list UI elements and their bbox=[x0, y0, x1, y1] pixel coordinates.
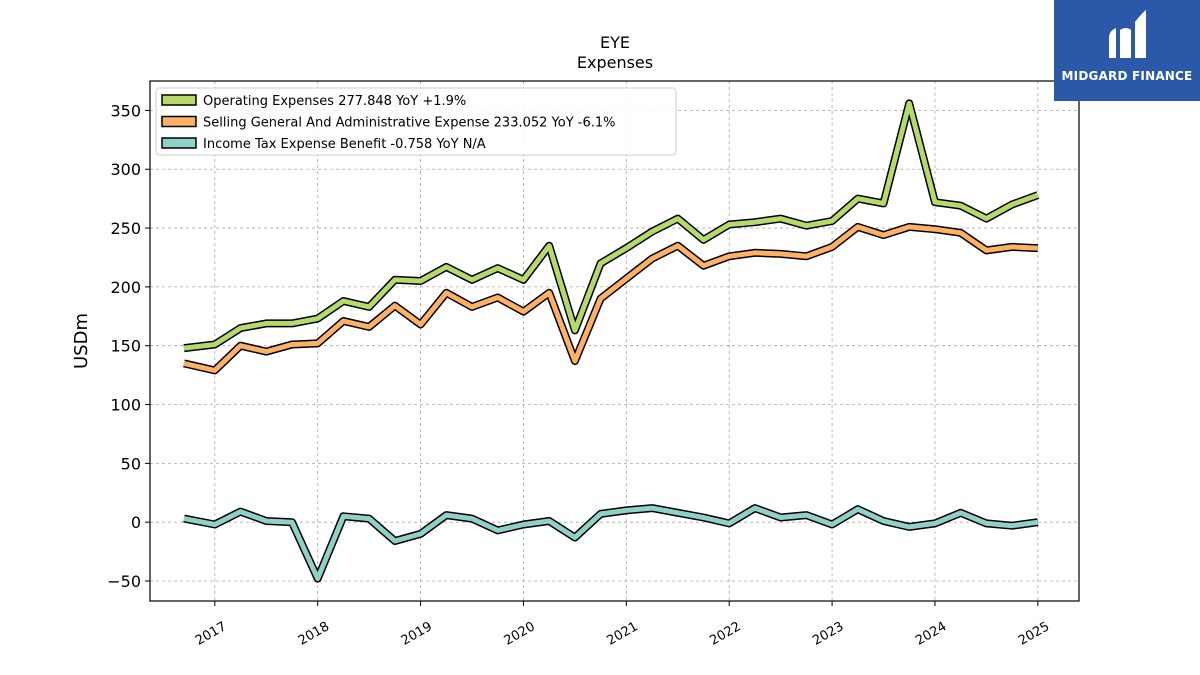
y-tick-label: 250 bbox=[110, 219, 141, 238]
series-line bbox=[183, 505, 1039, 582]
legend-swatch bbox=[161, 137, 197, 149]
series-line bbox=[183, 100, 1039, 351]
x-tick-label: 2023 bbox=[810, 619, 846, 649]
y-axis-label: USDm bbox=[71, 313, 92, 369]
legend: Operating Expenses 277.848 YoY +1.9% Sell… bbox=[155, 87, 677, 156]
x-tick-label: 2022 bbox=[707, 619, 743, 649]
x-tick-label: 2025 bbox=[1016, 619, 1052, 649]
chart-title: EYE bbox=[600, 33, 630, 52]
series-line-outline bbox=[183, 222, 1038, 375]
legend-swatch bbox=[161, 94, 197, 106]
x-tick-label: 2020 bbox=[502, 619, 538, 649]
y-tick-label: 0 bbox=[131, 513, 141, 532]
legend-swatch bbox=[161, 115, 197, 128]
legend-label: Selling General And Administrative Expen… bbox=[203, 116, 616, 131]
plot-area-frame bbox=[149, 80, 1080, 602]
y-tick-label: 200 bbox=[110, 278, 141, 297]
series-lines bbox=[183, 99, 1040, 583]
chart-subtitle: Expenses bbox=[577, 53, 653, 72]
y-tick-label: 50 bbox=[121, 454, 141, 473]
brand-name: MIDGARD FINANCE bbox=[1061, 69, 1193, 83]
legend-label: Operating Expenses 277.848 YoY +1.9% bbox=[203, 94, 466, 109]
y-tick-label: 300 bbox=[110, 160, 141, 179]
x-tick-label: 2019 bbox=[399, 619, 435, 649]
y-tick-label: −50 bbox=[107, 572, 141, 591]
brand-logo: MIDGARD FINANCE bbox=[1054, 0, 1200, 101]
y-tick-label: 100 bbox=[110, 396, 141, 415]
logo-mark-icon bbox=[1109, 10, 1146, 58]
legend-label: Income Tax Expense Benefit -0.758 YoY N/… bbox=[203, 137, 486, 152]
x-tick-label: 2024 bbox=[913, 619, 949, 649]
x-tick-label: 2021 bbox=[605, 619, 641, 649]
legend-box bbox=[155, 87, 677, 156]
x-tick-label: 2018 bbox=[296, 619, 332, 649]
x-tick-label: 2017 bbox=[193, 619, 229, 649]
axis-ticks: −50 0 50 100 150 200 250 300 350 2017 2018 2019 2020… bbox=[107, 101, 1052, 648]
series-line bbox=[183, 224, 1038, 373]
y-tick-label: 150 bbox=[110, 337, 141, 356]
y-tick-label: 350 bbox=[110, 101, 141, 120]
